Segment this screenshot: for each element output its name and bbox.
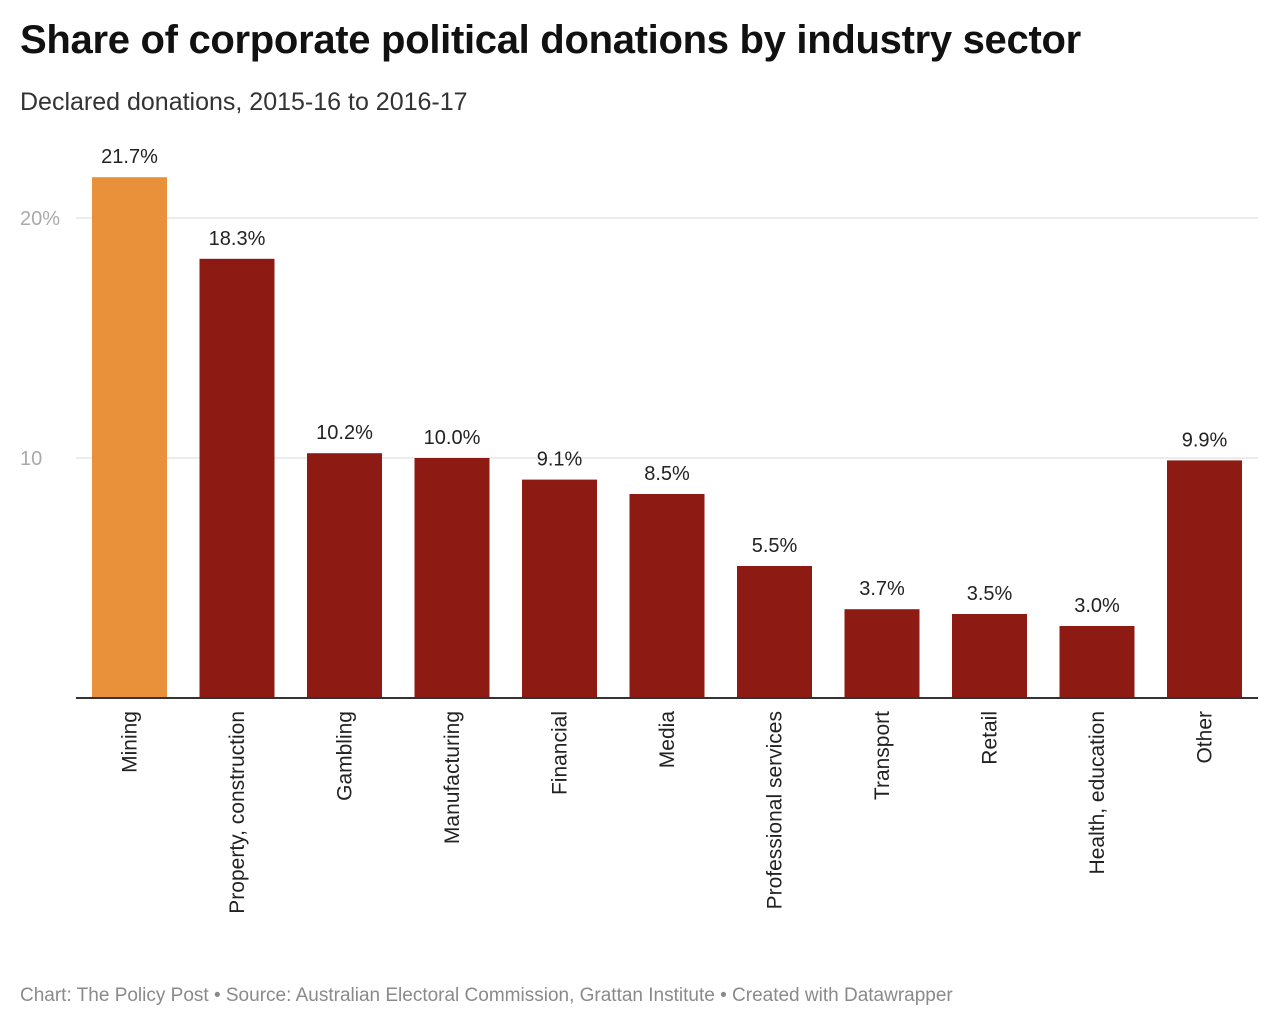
x-tick-label: Mining [119, 711, 142, 773]
x-tick-label: Other [1194, 711, 1217, 764]
x-tick-label: Retail [979, 711, 1002, 765]
x-tick-label: Manufacturing [441, 711, 464, 844]
x-tick-label: Financial [549, 711, 572, 795]
data-label: 9.9% [1182, 429, 1228, 451]
bar [1059, 626, 1135, 698]
bar-chart: 10 20% 21.7% Mining 18.3% Property, construct… [20, 146, 1258, 914]
data-label: 3.0% [1074, 595, 1120, 617]
bar [522, 479, 597, 698]
data-label: 8.5% [644, 463, 690, 485]
bar [414, 458, 490, 698]
data-label: 3.7% [859, 578, 905, 600]
data-label: 9.1% [537, 449, 583, 471]
chart-footer: Chart: The Policy Post • Source: Austral… [20, 985, 953, 1006]
data-label: 21.7% [101, 146, 158, 168]
data-label: 10.0% [424, 427, 481, 449]
y-tick-label: 20% [20, 208, 60, 230]
x-tick-label: Gambling [334, 711, 357, 801]
y-tick-label: 10 [20, 448, 42, 470]
bar [952, 614, 1027, 698]
x-tick-label: Media [656, 711, 679, 769]
data-label: 3.5% [967, 583, 1013, 605]
chart-title: Share of corporate political donations b… [20, 18, 1081, 62]
data-label: 10.2% [316, 422, 373, 444]
x-tick-label: Professional services [764, 711, 787, 909]
bar [307, 453, 382, 698]
bar [737, 566, 812, 698]
bar [1167, 460, 1242, 698]
bar [629, 494, 705, 698]
chart-subtitle: Declared donations, 2015-16 to 2016-17 [20, 88, 468, 116]
data-label: 5.5% [752, 535, 798, 557]
bar [199, 258, 275, 698]
x-tick-label: Transport [871, 711, 894, 800]
x-tick-label: Health, education [1086, 711, 1109, 874]
bar [844, 609, 920, 698]
data-label: 18.3% [209, 228, 266, 250]
x-tick-label: Property, construction [226, 711, 249, 914]
bar [92, 177, 167, 698]
